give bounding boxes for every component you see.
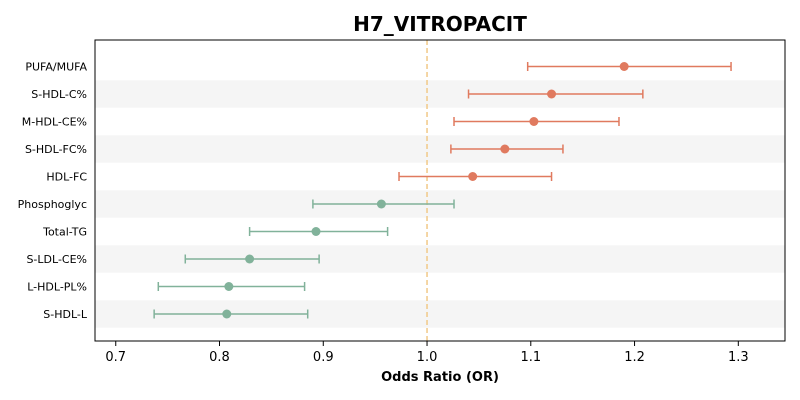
estimate-rows — [153, 62, 732, 319]
x-tick-label: 1.2 — [624, 350, 645, 365]
odds-ratio-point — [547, 89, 557, 99]
category-label: Total-TG — [42, 226, 87, 239]
category-label: S-HDL-L — [43, 308, 88, 321]
category-label: S-HDL-FC% — [25, 143, 87, 156]
odds-ratio-point — [529, 117, 539, 126]
row-band — [95, 80, 785, 108]
estimate-row — [184, 254, 320, 264]
estimate-row — [453, 117, 620, 126]
estimate-row — [153, 309, 309, 319]
odds-ratio-point — [500, 144, 510, 154]
odds-ratio-point — [222, 309, 232, 319]
odds-ratio-point — [468, 172, 478, 181]
estimate-row — [467, 89, 644, 99]
category-label: L-HDL-PL% — [27, 281, 87, 294]
category-label: HDL-FC — [46, 171, 87, 184]
category-label: PUFA/MUFA — [25, 61, 87, 74]
odds-ratio-point — [311, 227, 321, 236]
odds-ratio-point — [619, 62, 629, 71]
estimate-row — [312, 199, 455, 209]
chart-title: H7_VITROPACIT — [353, 12, 527, 36]
odds-ratio-point — [245, 254, 255, 264]
estimate-row — [248, 227, 389, 236]
x-tick-label: 1.0 — [417, 350, 438, 365]
estimate-row — [450, 144, 564, 154]
category-label: S-LDL-CE% — [26, 253, 87, 266]
x-tick-label: 1.3 — [728, 350, 749, 365]
estimate-row — [398, 172, 553, 181]
x-tick-label: 0.9 — [313, 350, 334, 365]
category-label: Phosphoglyc — [18, 198, 87, 211]
odds-ratio-point — [376, 199, 386, 209]
x-tick-label: 0.7 — [105, 350, 126, 365]
plot-frame — [94, 39, 786, 342]
row-band — [95, 135, 785, 163]
category-label: M-HDL-CE% — [22, 116, 87, 129]
x-ticks: 0.7 0.8 0.9 1.0 1.1 1.2 1.3 — [105, 341, 749, 365]
x-tick-label: 0.8 — [209, 350, 230, 365]
odds-ratio-point — [224, 282, 234, 291]
x-tick-label: 1.1 — [520, 350, 541, 365]
estimate-row — [157, 282, 306, 291]
category-label: S-HDL-C% — [31, 88, 87, 101]
category-labels: PUFA/MUFA S-HDL-C% M-HDL-CE% S-HDL-FC% HDL-F… — [18, 61, 88, 322]
x-axis-label: Odds Ratio (OR) — [381, 370, 499, 385]
estimate-row — [526, 62, 732, 71]
axes — [94, 39, 786, 342]
